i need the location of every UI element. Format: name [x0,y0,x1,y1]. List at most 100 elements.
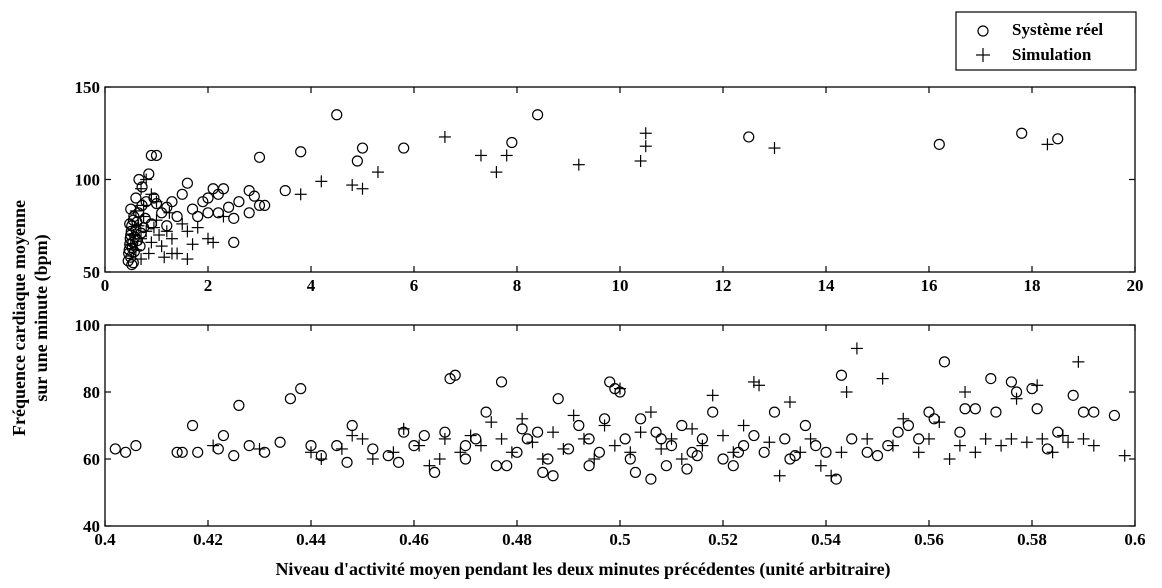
bottom-point-systeme-reel [861,446,873,458]
bottom-point-simulation [737,419,750,432]
top-point-simulation [145,188,158,201]
bottom-point-simulation [943,453,956,465]
top-point-systeme-reel [295,146,307,158]
bottom-point-simulation [634,426,647,439]
bottom-point-simulation [897,412,910,425]
bottom-point-systeme-reel [1067,389,1079,401]
top-point-systeme-reel [1052,133,1064,145]
top-x-tick-label: 6 [410,276,419,295]
bottom-point-simulation [753,379,766,392]
bottom-point-simulation [423,459,436,472]
bottom-point-systeme-reel [938,356,951,368]
bottom-x-tick-label: 0.58 [1017,530,1047,549]
top-point-simulation [127,229,140,241]
bottom-point-simulation [1010,392,1023,405]
bottom-point-systeme-reel [871,450,884,462]
bottom-point-simulation [315,453,328,465]
top-point-systeme-reel [259,199,271,211]
bottom-point-systeme-reel [902,419,915,432]
bottom-point-systeme-reel [645,473,657,485]
bottom-point-simulation [783,396,796,409]
bottom-point-systeme-reel [274,436,286,448]
bottom-point-simulation [675,453,688,465]
legend-circle-marker [977,25,989,37]
bottom-point-systeme-reel [119,446,132,458]
bottom-point-systeme-reel [799,419,812,432]
bottom-point-simulation [608,439,621,452]
bottom-point-simulation [253,442,266,455]
top-point-simulation [145,236,158,249]
bottom-point-systeme-reel [676,419,688,432]
top-point-systeme-reel [233,196,245,208]
bottom-point-simulation [835,446,848,459]
bottom-point-simulation [763,436,776,449]
bottom-point-simulation [794,446,807,459]
bottom-point-simulation [547,426,560,439]
bottom-point-simulation [804,432,817,445]
bottom-point-simulation [861,432,874,445]
top-x-tick-label: 16 [921,276,938,295]
top-marks [122,109,1064,271]
top-point-simulation [356,182,369,195]
bottom-point-systeme-reel [459,440,472,452]
top-point-simulation [207,236,220,249]
bottom-point-simulation [346,429,359,442]
top-point-systeme-reel [136,181,148,193]
bottom-point-simulation [644,406,657,419]
top-point-systeme-reel [228,236,240,248]
bottom-y-tick-label: 40 [83,517,100,536]
bottom-point-simulation [1020,436,1033,449]
top-point-simulation [371,166,384,179]
top-point-systeme-reel [933,138,945,150]
bottom-point-simulation [1072,355,1085,368]
bottom-point-simulation [696,439,709,452]
bottom-point-simulation [1087,439,1100,452]
bottom-plot-frame [104,324,1136,527]
bottom-point-systeme-reel [547,470,559,482]
top-point-simulation [315,175,328,188]
bottom-point-systeme-reel [691,450,703,462]
top-point-simulation [634,155,647,167]
bottom-point-simulation [598,419,611,432]
top-x-tick-label: 0 [101,276,110,295]
legend: Système réel Simulation [955,11,1137,71]
top-point-systeme-reel [197,196,209,208]
top-point-systeme-reel [130,192,142,204]
top-point-systeme-reel [279,185,291,197]
bottom-point-systeme-reel [634,413,647,425]
bottom-point-simulation [495,432,508,445]
bottom-point-systeme-reel [429,466,441,478]
top-point-systeme-reel [228,212,240,224]
top-point-systeme-reel [743,131,755,143]
bottom-point-simulation [335,442,348,455]
bottom-point-systeme-reel [846,433,858,445]
top-point-systeme-reel [212,188,224,200]
bottom-point-simulation [557,442,570,455]
top-point-simulation [572,158,585,171]
top-point-systeme-reel [331,109,343,121]
bottom-point-simulation [727,446,740,459]
bottom-point-systeme-reel [233,399,245,411]
top-point-simulation [176,217,189,230]
bottom-point-simulation [433,453,446,465]
bottom-point-simulation [624,446,637,459]
top-point-systeme-reel [126,259,138,271]
bottom-point-simulation [1005,432,1018,445]
top-point-systeme-reel [1016,127,1028,139]
bottom-point-simulation [814,459,827,472]
top-point-systeme-reel [253,151,266,163]
bottom-point-simulation [526,436,539,449]
bottom-point-simulation [207,439,220,452]
bottom-point-systeme-reel [1031,403,1043,415]
top-x-tick-label: 12 [715,276,732,295]
top-point-simulation [137,199,150,212]
bottom-point-systeme-reel [892,426,904,438]
bottom-point-systeme-reel [459,453,472,465]
bottom-point-systeme-reel [835,369,848,381]
top-point-systeme-reel [351,155,363,167]
top-point-systeme-reel [356,142,369,154]
bottom-x-tick-label: 0.4 [94,530,116,549]
bottom-point-systeme-reel [629,466,642,478]
y-axis-label-line2: sur une minute (bpm) [31,234,52,401]
x-axis-label: Niveau d'activité moyen pendant les deux… [275,559,890,580]
